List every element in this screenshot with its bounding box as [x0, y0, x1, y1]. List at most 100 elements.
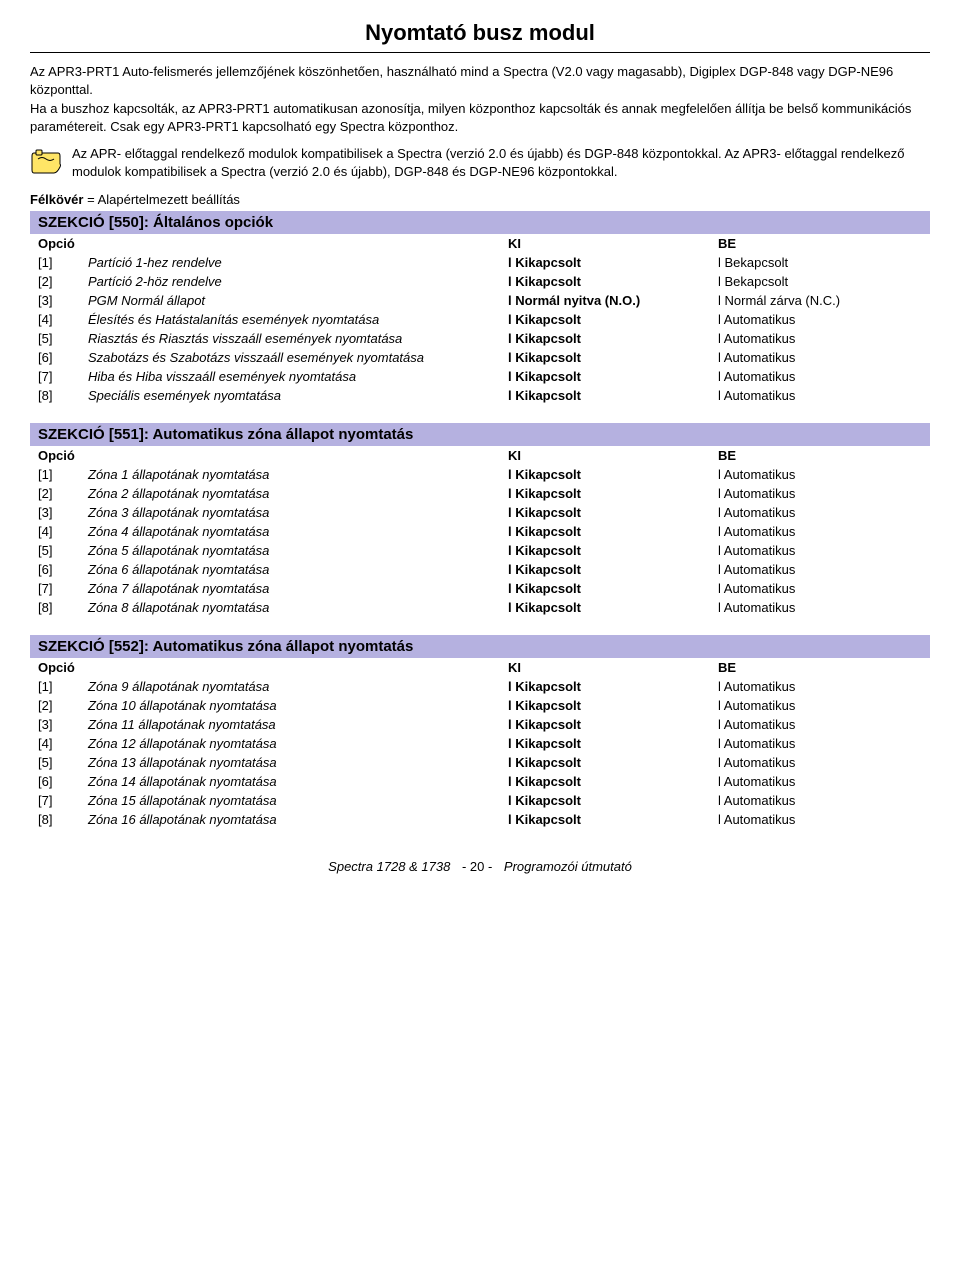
row-num: [8] [30, 810, 80, 829]
defaults-bold: Félkövér [30, 192, 83, 207]
table-header-row: Opció KI BE [30, 446, 930, 465]
row-ki: l Kikapcsolt [500, 348, 710, 367]
row-desc: PGM Normál állapot [80, 291, 500, 310]
row-desc: Riasztás és Riasztás visszaáll események… [80, 329, 500, 348]
section-552-tbody: [1]Zóna 9 állapotának nyomtatásal Kikapc… [30, 677, 930, 829]
footer-right: Programozói útmutató [504, 859, 632, 874]
table-row: [5]Zóna 5 állapotának nyomtatásal Kikapc… [30, 541, 930, 560]
section-552-table: Opció KI BE [1]Zóna 9 állapotának nyomta… [30, 658, 930, 829]
row-be: l Automatikus [710, 715, 930, 734]
row-desc: Zóna 7 állapotának nyomtatása [80, 579, 500, 598]
row-num: [6] [30, 348, 80, 367]
row-desc: Zóna 9 állapotának nyomtatása [80, 677, 500, 696]
row-desc: Zóna 13 állapotának nyomtatása [80, 753, 500, 772]
row-ki: l Kikapcsolt [500, 484, 710, 503]
row-num: [1] [30, 677, 80, 696]
row-be: l Automatikus [710, 677, 930, 696]
row-desc: Zóna 12 állapotának nyomtatása [80, 734, 500, 753]
table-row: [7]Zóna 15 állapotának nyomtatásal Kikap… [30, 791, 930, 810]
table-header-row: Opció KI BE [30, 658, 930, 677]
row-ki: l Kikapcsolt [500, 272, 710, 291]
row-num: [7] [30, 791, 80, 810]
row-desc: Hiba és Hiba visszaáll események nyomtat… [80, 367, 500, 386]
th-opt: Opció [30, 658, 80, 677]
row-be: l Automatikus [710, 579, 930, 598]
row-desc: Szabotázs és Szabotázs visszaáll esemény… [80, 348, 500, 367]
row-desc: Speciális események nyomtatása [80, 386, 500, 405]
table-row: [3]Zóna 11 állapotának nyomtatásal Kikap… [30, 715, 930, 734]
note-text: Az APR- előtaggal rendelkező modulok kom… [72, 145, 930, 180]
row-ki: l Normál nyitva (N.O.) [500, 291, 710, 310]
defaults-rest: = Alapértelmezett beállítás [83, 192, 239, 207]
row-desc: Zóna 10 állapotának nyomtatása [80, 696, 500, 715]
row-desc: Zóna 4 állapotának nyomtatása [80, 522, 500, 541]
row-be: l Normál zárva (N.C.) [710, 291, 930, 310]
table-row: [7]Zóna 7 állapotának nyomtatásal Kikapc… [30, 579, 930, 598]
row-ki: l Kikapcsolt [500, 734, 710, 753]
table-row: [4]Élesítés és Hatástalanítás események … [30, 310, 930, 329]
row-ki: l Kikapcsolt [500, 677, 710, 696]
table-row: [2]Partíció 2-höz rendelvel Kikapcsoltl … [30, 272, 930, 291]
row-ki: l Kikapcsolt [500, 696, 710, 715]
table-row: [2]Zóna 2 állapotának nyomtatásal Kikapc… [30, 484, 930, 503]
row-num: [1] [30, 465, 80, 484]
row-num: [5] [30, 541, 80, 560]
row-be: l Automatikus [710, 696, 930, 715]
th-blank [80, 658, 500, 677]
row-be: l Automatikus [710, 367, 930, 386]
section-550-tbody: [1]Partíció 1-hez rendelvel Kikapcsoltl … [30, 253, 930, 405]
th-blank [80, 446, 500, 465]
row-desc: Zóna 8 állapotának nyomtatása [80, 598, 500, 617]
row-ki: l Kikapcsolt [500, 810, 710, 829]
row-ki: l Kikapcsolt [500, 465, 710, 484]
page-title: Nyomtató busz modul [30, 20, 930, 46]
table-row: [8]Speciális események nyomtatásal Kikap… [30, 386, 930, 405]
row-be: l Automatikus [710, 734, 930, 753]
row-desc: Partíció 2-höz rendelve [80, 272, 500, 291]
table-row: [4]Zóna 4 állapotának nyomtatásal Kikapc… [30, 522, 930, 541]
row-num: [2] [30, 696, 80, 715]
row-desc: Zóna 1 állapotának nyomtatása [80, 465, 500, 484]
row-desc: Zóna 16 állapotának nyomtatása [80, 810, 500, 829]
row-ki: l Kikapcsolt [500, 329, 710, 348]
row-be: l Automatikus [710, 522, 930, 541]
row-num: [4] [30, 522, 80, 541]
row-num: [8] [30, 386, 80, 405]
table-row: [5]Riasztás és Riasztás visszaáll esemén… [30, 329, 930, 348]
row-desc: Zóna 5 állapotának nyomtatása [80, 541, 500, 560]
note-icon [30, 147, 62, 179]
row-num: [8] [30, 598, 80, 617]
th-ki: KI [500, 446, 710, 465]
row-num: [5] [30, 329, 80, 348]
page-footer: Spectra 1728 & 1738 - 20 - Programozói ú… [30, 859, 930, 874]
row-be: l Automatikus [710, 503, 930, 522]
row-ki: l Kikapcsolt [500, 253, 710, 272]
section-551-tbody: [1]Zóna 1 állapotának nyomtatásal Kikapc… [30, 465, 930, 617]
row-be: l Automatikus [710, 348, 930, 367]
footer-page: - 20 - [462, 859, 492, 874]
section-551-header: SZEKCIÓ [551]: Automatikus zóna állapot … [30, 423, 930, 446]
table-row: [7]Hiba és Hiba visszaáll események nyom… [30, 367, 930, 386]
row-ki: l Kikapcsolt [500, 541, 710, 560]
table-row: [8]Zóna 8 állapotának nyomtatásal Kikapc… [30, 598, 930, 617]
row-desc: Zóna 6 állapotának nyomtatása [80, 560, 500, 579]
table-row: [6]Zóna 6 állapotának nyomtatásal Kikapc… [30, 560, 930, 579]
row-num: [3] [30, 291, 80, 310]
footer-left: Spectra 1728 & 1738 [328, 859, 450, 874]
row-ki: l Kikapcsolt [500, 367, 710, 386]
table-header-row: Opció KI BE [30, 234, 930, 253]
table-row: [3]PGM Normál állapotl Normál nyitva (N.… [30, 291, 930, 310]
th-be: BE [710, 234, 930, 253]
th-ki: KI [500, 658, 710, 677]
row-be: l Automatikus [710, 598, 930, 617]
row-be: l Automatikus [710, 310, 930, 329]
note-row: Az APR- előtaggal rendelkező modulok kom… [30, 145, 930, 180]
row-num: [2] [30, 272, 80, 291]
row-be: l Automatikus [710, 465, 930, 484]
table-row: [4]Zóna 12 állapotának nyomtatásal Kikap… [30, 734, 930, 753]
row-ki: l Kikapcsolt [500, 579, 710, 598]
row-num: [4] [30, 734, 80, 753]
table-row: [1]Zóna 9 állapotának nyomtatásal Kikapc… [30, 677, 930, 696]
table-row: [5]Zóna 13 állapotának nyomtatásal Kikap… [30, 753, 930, 772]
row-ki: l Kikapcsolt [500, 598, 710, 617]
